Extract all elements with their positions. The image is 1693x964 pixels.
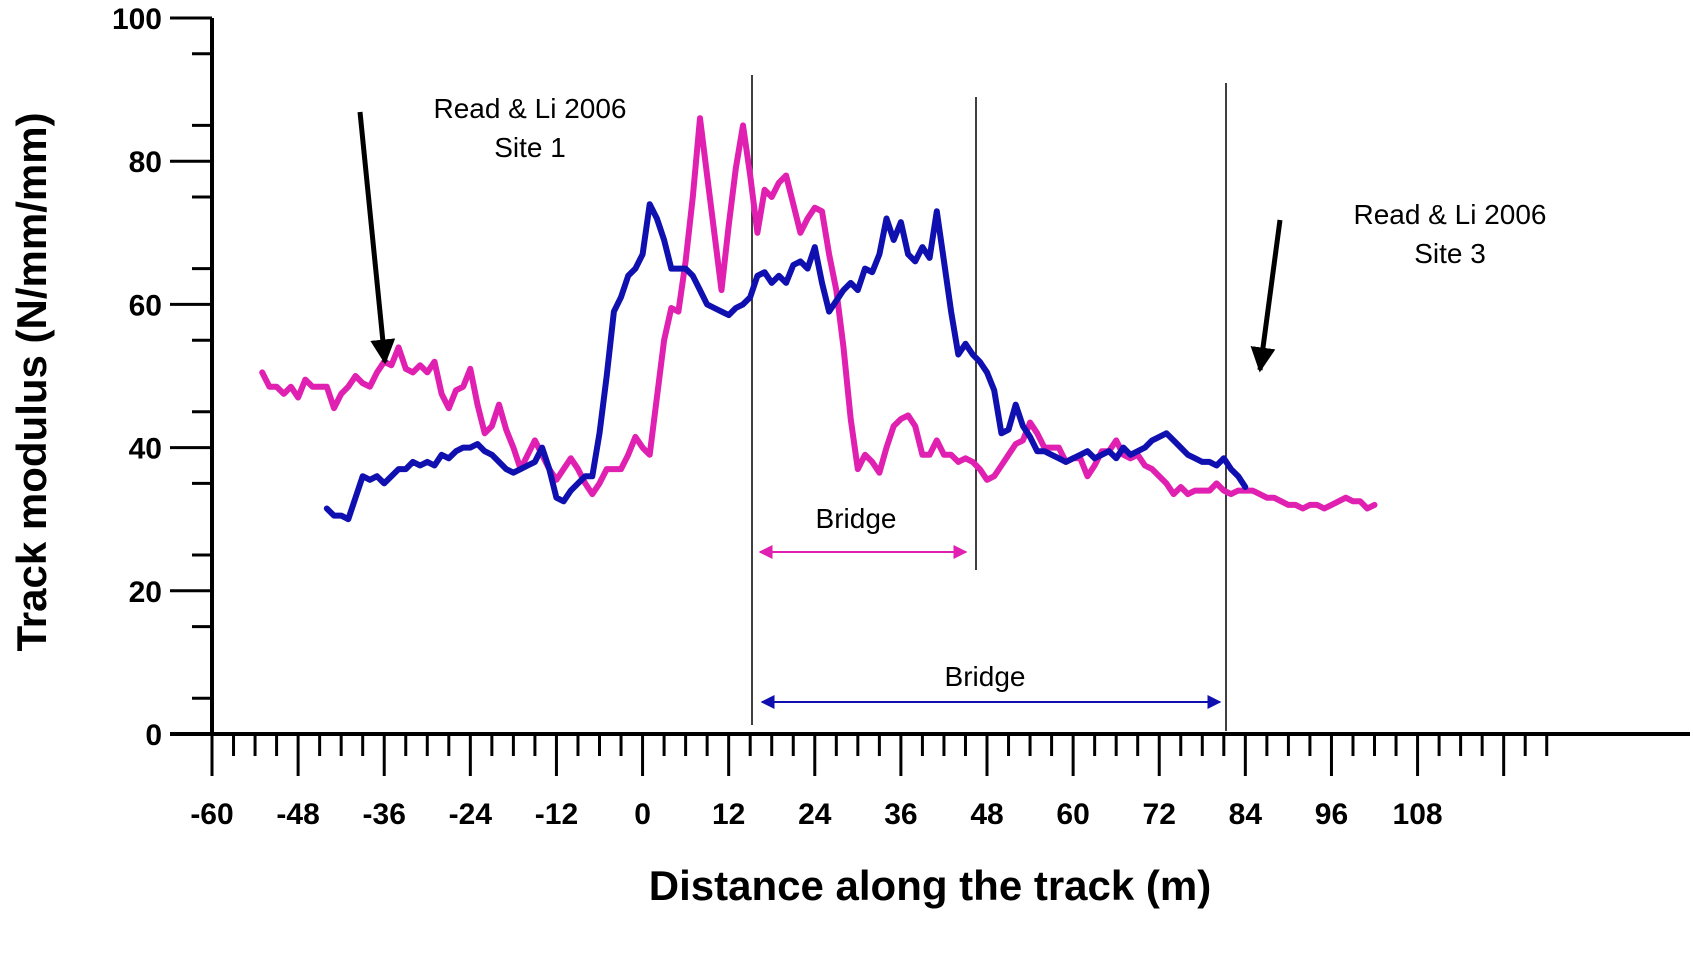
y-tick-label: 80 <box>129 146 162 179</box>
x-tick-label: 96 <box>1315 798 1348 831</box>
x-ticks: -60 -48 -36 -24 -12 0 12 24 36 48 60 72 84 96 108 <box>190 734 1549 831</box>
annotation-site3-line1: Read & Li 2006 <box>1353 199 1546 230</box>
x-tick-label: 108 <box>1393 798 1443 831</box>
annotation-bridge-blue: Bridge <box>945 661 1026 692</box>
annotation-site3-line2: Site 3 <box>1414 238 1486 269</box>
series-line-blue <box>323 201 1249 523</box>
x-tick-label: 24 <box>798 798 832 831</box>
x-tick-label: 60 <box>1056 798 1089 831</box>
annotation-site1-line2: Site 1 <box>494 132 566 163</box>
x-tick-label: 36 <box>884 798 917 831</box>
y-ticks: 0 20 40 60 80 100 <box>112 3 212 752</box>
y-tick-label: 60 <box>129 289 162 322</box>
x-axis-title: Distance along the track (m) <box>649 862 1211 909</box>
x-tick-label: 48 <box>970 798 1003 831</box>
y-tick-label: 100 <box>112 3 162 36</box>
x-tick-label: -60 <box>190 798 233 831</box>
y-tick-label: 0 <box>145 719 162 752</box>
x-tick-label: 0 <box>634 798 651 831</box>
x-tick-label: 72 <box>1143 798 1176 831</box>
y-tick-label: 40 <box>129 433 162 466</box>
x-tick-label: 84 <box>1229 798 1263 831</box>
annotation-site1-line1: Read & Li 2006 <box>433 93 626 124</box>
x-tick-label: 12 <box>712 798 745 831</box>
series-line-magenta <box>259 115 1378 512</box>
x-tick-label: -36 <box>363 798 406 831</box>
y-tick-label: 20 <box>129 576 162 609</box>
annotation-arrow-site1 <box>357 111 396 365</box>
x-tick-label: -24 <box>449 798 493 831</box>
annotation-bridge-magenta: Bridge <box>816 503 897 534</box>
annotation-arrow-site3 <box>1250 219 1283 373</box>
x-tick-label: -12 <box>535 798 578 831</box>
x-tick-label: -48 <box>276 798 319 831</box>
y-axis-title: Track modulus (N/mm/mm) <box>8 112 55 651</box>
